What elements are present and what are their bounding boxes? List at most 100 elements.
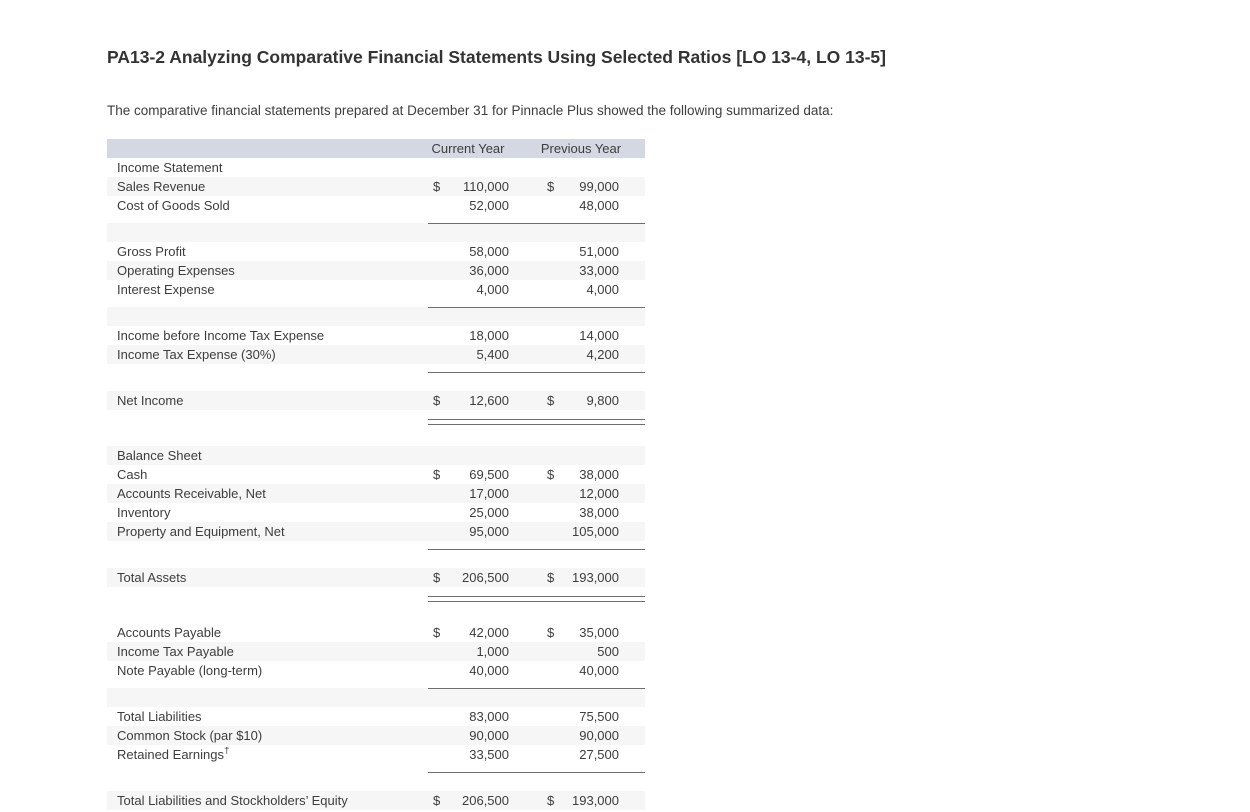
row-label: Property and Equipment, Net (117, 524, 285, 539)
row-label: Income Tax Payable (117, 644, 234, 659)
amount: 36,000 (469, 263, 509, 278)
amount: 4,000 (476, 282, 509, 297)
current-year-value: 36,000 (433, 263, 509, 278)
statement-rows: Income Statement Sales Revenue $110,000 $99… (107, 158, 645, 812)
dollar-sign: $ (547, 570, 555, 585)
financial-statements-table: Current Year Previous Year Income Statem… (107, 139, 645, 812)
table-row: Income Tax Payable 1,000 500 (107, 642, 645, 661)
dollar-sign: $ (547, 625, 555, 640)
amount: 4,000 (586, 282, 619, 297)
spacer-row (107, 772, 645, 791)
table-row: Total Liabilities and Stockholders’ Equi… (107, 791, 645, 810)
intro-paragraph: The comparative financial statements pre… (107, 103, 834, 118)
amount: 90,000 (579, 728, 619, 743)
dollar-sign: $ (433, 393, 441, 408)
section-header-row: Balance Sheet (107, 446, 645, 465)
current-year-value: 5,400 (433, 347, 509, 362)
row-label: Balance Sheet (117, 448, 202, 463)
subtotal-rule (428, 307, 645, 308)
previous-year-value: 75,500 (547, 709, 619, 724)
current-year-value: $12,600 (433, 393, 509, 408)
table-row: Income before Income Tax Expense 18,000 14… (107, 326, 645, 345)
previous-year-value: 105,000 (547, 524, 619, 539)
current-year-value: 95,000 (433, 524, 509, 539)
row-label: Operating Expenses (117, 263, 235, 278)
table-row: Retained Earnings† 33,500 27,500 (107, 745, 645, 764)
row-label: Net Income (117, 393, 184, 408)
current-year-value: $206,500 (433, 570, 509, 585)
current-year-value: $110,000 (433, 179, 509, 194)
table-row: Income Tax Expense (30%) 5,400 4,200 (107, 345, 645, 364)
dollar-sign: $ (547, 793, 555, 808)
table-row: Operating Expenses 36,000 33,000 (107, 261, 645, 280)
row-label: Income Tax Expense (30%) (117, 347, 276, 362)
dollar-sign: $ (433, 179, 441, 194)
amount: 27,500 (579, 747, 619, 762)
previous-year-value: $99,000 (547, 179, 619, 194)
spacer-row (107, 223, 645, 242)
row-label: Accounts Receivable, Net (117, 486, 266, 501)
amount: 500 (597, 644, 619, 659)
previous-year-value: 40,000 (547, 663, 619, 678)
amount: 5,400 (476, 347, 509, 362)
amount: 18,000 (469, 328, 509, 343)
previous-year-value: $38,000 (547, 467, 619, 482)
amount: 35,000 (579, 625, 619, 640)
subtotal-rule (428, 688, 645, 689)
amount: 12,000 (579, 486, 619, 501)
row-label: Sales Revenue (117, 179, 206, 194)
current-year-value: 17,000 (433, 486, 509, 501)
dollar-sign: $ (547, 179, 555, 194)
amount: 9,800 (586, 393, 619, 408)
previous-year-value: 14,000 (547, 328, 619, 343)
amount: 33,500 (469, 747, 509, 762)
table-row: Common Stock (par $10) 90,000 90,000 (107, 726, 645, 745)
amount: 38,000 (579, 505, 619, 520)
previous-year-value: 48,000 (547, 198, 619, 213)
amount: 193,000 (572, 793, 619, 808)
amount: 206,500 (462, 793, 509, 808)
table-row: Sales Revenue $110,000 $99,000 (107, 177, 645, 196)
table-header-row: Current Year Previous Year (107, 139, 645, 158)
dollar-sign: $ (547, 393, 555, 408)
amount: 58,000 (469, 244, 509, 259)
row-label: Retained Earnings† (117, 747, 230, 762)
page-title: PA13-2 Analyzing Comparative Financial S… (107, 47, 886, 67)
spacer-row (107, 307, 645, 326)
previous-year-value: 4,200 (547, 347, 619, 362)
table-row: Inventory 25,000 38,000 (107, 503, 645, 522)
dollar-sign: $ (433, 467, 441, 482)
amount: 33,000 (579, 263, 619, 278)
dollar-sign: $ (547, 467, 555, 482)
column-header-current-year: Current Year (431, 141, 505, 156)
current-year-value: 90,000 (433, 728, 509, 743)
column-header-previous-year: Previous Year (540, 141, 622, 156)
amount: 51,000 (579, 244, 619, 259)
table-row: Note Payable (long-term) 40,000 40,000 (107, 661, 645, 680)
subtotal-rule (428, 223, 645, 224)
row-label: Total Liabilities (117, 709, 202, 724)
table-row: Accounts Receivable, Net 17,000 12,000 (107, 484, 645, 503)
amount: 14,000 (579, 328, 619, 343)
amount: 95,000 (469, 524, 509, 539)
previous-year-value: 4,000 (547, 282, 619, 297)
row-label: Interest Expense (117, 282, 215, 297)
previous-year-value: 38,000 (547, 505, 619, 520)
previous-year-value: 51,000 (547, 244, 619, 259)
amount: 83,000 (469, 709, 509, 724)
problem-content: PA13-2 Analyzing Comparative Financial S… (107, 44, 886, 812)
amount: 4,200 (586, 347, 619, 362)
row-label: Cash (117, 467, 148, 482)
current-year-value: 18,000 (433, 328, 509, 343)
amount: 52,000 (469, 198, 509, 213)
row-label: Inventory (117, 505, 171, 520)
amount: 38,000 (579, 467, 619, 482)
amount: 206,500 (462, 570, 509, 585)
current-year-value: $206,500 (433, 793, 509, 808)
amount: 69,500 (469, 467, 509, 482)
current-year-value: 25,000 (433, 505, 509, 520)
amount: 90,000 (469, 728, 509, 743)
spacer-row (107, 549, 645, 568)
previous-year-value: 12,000 (547, 486, 619, 501)
section-header-row: Income Statement (107, 158, 645, 177)
